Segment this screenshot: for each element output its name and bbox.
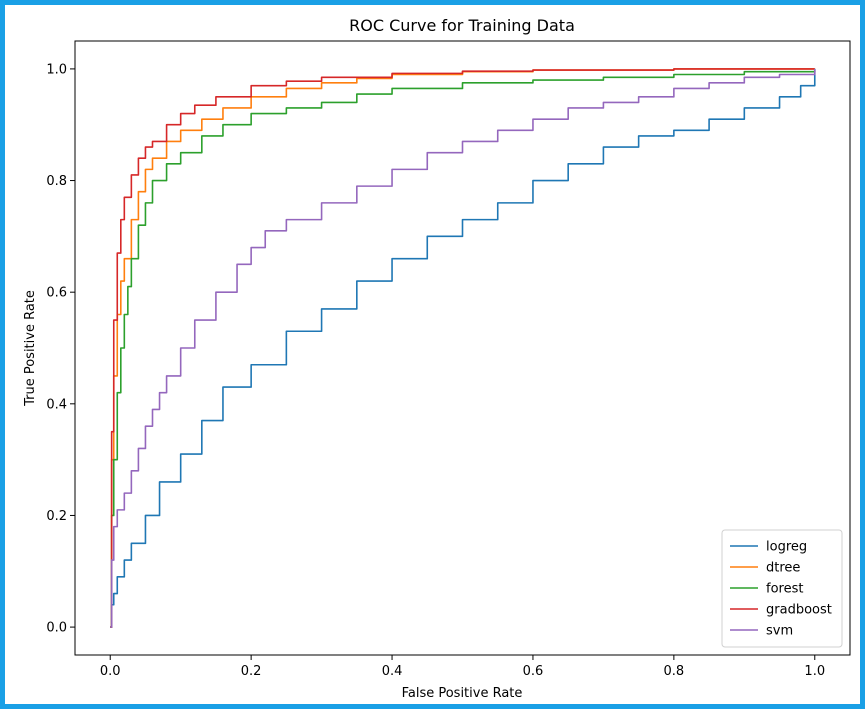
x-tick-label: 1.0 — [804, 664, 825, 679]
x-axis-label: False Positive Rate — [402, 686, 523, 701]
y-tick-label: 0.2 — [46, 509, 67, 524]
series-line-gradboost — [110, 68, 815, 628]
x-tick-label: 0.4 — [382, 664, 403, 679]
series-line-svm — [110, 68, 816, 628]
series-line-forest — [110, 68, 816, 628]
x-tick-label: 0.0 — [100, 664, 121, 679]
x-axis-ticks: 0.0 0.2 0.4 0.6 0.8 1.0 — [100, 655, 825, 679]
y-tick-label: 0.0 — [46, 621, 67, 636]
chart-title: ROC Curve for Training Data — [349, 16, 575, 35]
series-line-logreg — [110, 68, 816, 628]
y-tick-label: 0.4 — [46, 397, 67, 412]
y-tick-label: 0.8 — [46, 174, 67, 189]
legend-label-forest: forest — [766, 582, 803, 597]
y-axis-ticks: 0.0 0.2 0.4 0.6 0.8 1.0 — [46, 62, 75, 636]
x-tick-label: 0.8 — [664, 664, 685, 679]
y-axis-label: True Positive Rate — [23, 290, 38, 407]
plot-area — [74, 40, 851, 656]
legend-label-logreg: logreg — [766, 540, 807, 555]
legend-label-svm: svm — [766, 624, 793, 639]
roc-chart: ROC Curve for Training Data 0.0 0.2 0.4 0.6… — [23, 16, 851, 701]
series-lines — [110, 68, 816, 628]
legend-label-dtree: dtree — [766, 561, 800, 576]
legend-box — [721, 529, 843, 648]
y-tick-label: 0.6 — [46, 286, 67, 301]
legend-label-gradboost: gradboost — [766, 603, 832, 618]
x-tick-label: 0.6 — [523, 664, 544, 679]
x-tick-label: 0.2 — [241, 664, 262, 679]
legend: logreg dtree forest gradboost svm — [721, 529, 843, 648]
y-tick-label: 1.0 — [46, 62, 67, 77]
